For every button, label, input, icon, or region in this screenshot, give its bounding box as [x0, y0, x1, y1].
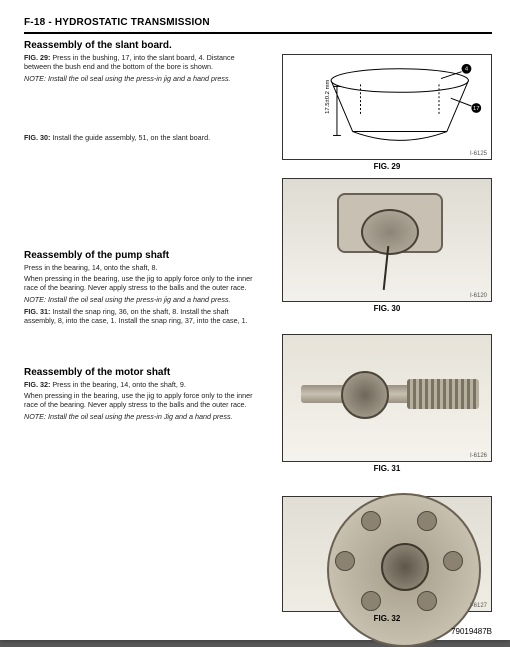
figure-32: I-6127 — [282, 496, 492, 612]
figure-29: 17.5±0.2 mm 4 17 I-6125 — [282, 54, 492, 160]
fig29-tag: I-6125 — [470, 151, 487, 157]
fig31-tag: I-6126 — [470, 453, 487, 459]
note-slant: NOTE: Install the oil seal using the pre… — [24, 74, 258, 83]
note-pump: NOTE: Install the oil seal using the pre… — [24, 295, 258, 304]
note-motor: NOTE: Install the oil seal using the pre… — [24, 412, 258, 421]
caption-30: FIG. 30 — [282, 304, 492, 313]
note-text: Install the oil seal using the press-in … — [46, 74, 231, 83]
page-inner: F-18 - HYDROSTATIC TRANSMISSION Reassemb… — [24, 12, 492, 626]
section-title-pump: Reassembly of the pump shaft — [24, 250, 258, 261]
fig32-hub — [381, 543, 429, 591]
doc-number: 79019487B — [451, 627, 492, 636]
fig30-bore — [361, 209, 419, 255]
pump-p2: When pressing in the bearing, use the ji… — [24, 274, 258, 292]
section-motor: Reassembly of the motor shaft FIG. 32: P… — [24, 367, 258, 421]
figref-32: FIG. 32: — [24, 380, 50, 389]
motor-p2: When pressing in the bearing, use the ji… — [24, 391, 258, 409]
note-label-motor: NOTE: — [24, 412, 46, 421]
section-pump: Reassembly of the pump shaft Press in th… — [24, 250, 258, 325]
header-title: F-18 - HYDROSTATIC TRANSMISSION — [24, 17, 210, 28]
para-fig29: FIG. 29: Press in the bushing, 17, into … — [24, 53, 258, 71]
figref-31: FIG. 31: — [24, 307, 50, 316]
fig30-tag: I-6120 — [470, 293, 487, 299]
section-title-slant: Reassembly of the slant board. — [24, 40, 258, 51]
page-header: F-18 - HYDROSTATIC TRANSMISSION — [24, 12, 492, 34]
dim-label: 17.5±0.2 mm — [325, 80, 331, 114]
fig32-tag: I-6127 — [470, 603, 487, 609]
fig31-spline — [407, 379, 479, 409]
text-fig31: Install the snap ring, 36, on the shaft,… — [24, 307, 248, 325]
note-label-pump: NOTE: — [24, 295, 46, 304]
section-slant-2: FIG. 30: Install the guide assembly, 51,… — [24, 133, 258, 142]
note-text-pump: Install the oil seal using the press-in … — [46, 295, 231, 304]
figure-30: I-6120 — [282, 178, 492, 302]
text-fig30: Install the guide assembly, 51, on the s… — [50, 133, 210, 142]
text-fig32: Press in the bearing, 14, onto the shaft… — [50, 380, 185, 389]
para-fig31: FIG. 31: Install the snap ring, 36, on t… — [24, 307, 258, 325]
caption-32: FIG. 32 — [282, 614, 492, 623]
note-label: NOTE: — [24, 74, 46, 83]
manual-page: F-18 - HYDROSTATIC TRANSMISSION Reassemb… — [0, 0, 510, 640]
figref-30: FIG. 30: — [24, 133, 50, 142]
figure-31: I-6126 — [282, 334, 492, 462]
para-fig32: FIG. 32: Press in the bearing, 14, onto … — [24, 380, 258, 389]
caption-29: FIG. 29 — [282, 162, 492, 171]
section-title-motor: Reassembly of the motor shaft — [24, 367, 258, 378]
caption-31: FIG. 31 — [282, 464, 492, 473]
text-fig29: Press in the bushing, 17, into the slant… — [24, 53, 235, 71]
fig29-drawing: 17.5±0.2 mm 4 17 — [283, 55, 491, 159]
figref-29: FIG. 29: — [24, 53, 50, 62]
note-text-motor: Install the oil seal using the press-in … — [46, 412, 233, 421]
pump-p1: Press in the bearing, 14, onto the shaft… — [24, 263, 258, 272]
para-fig30: FIG. 30: Install the guide assembly, 51,… — [24, 133, 258, 142]
callout-17: 17 — [473, 106, 480, 112]
section-slant: Reassembly of the slant board. FIG. 29: … — [24, 40, 258, 83]
fig31-bearing — [341, 371, 389, 419]
